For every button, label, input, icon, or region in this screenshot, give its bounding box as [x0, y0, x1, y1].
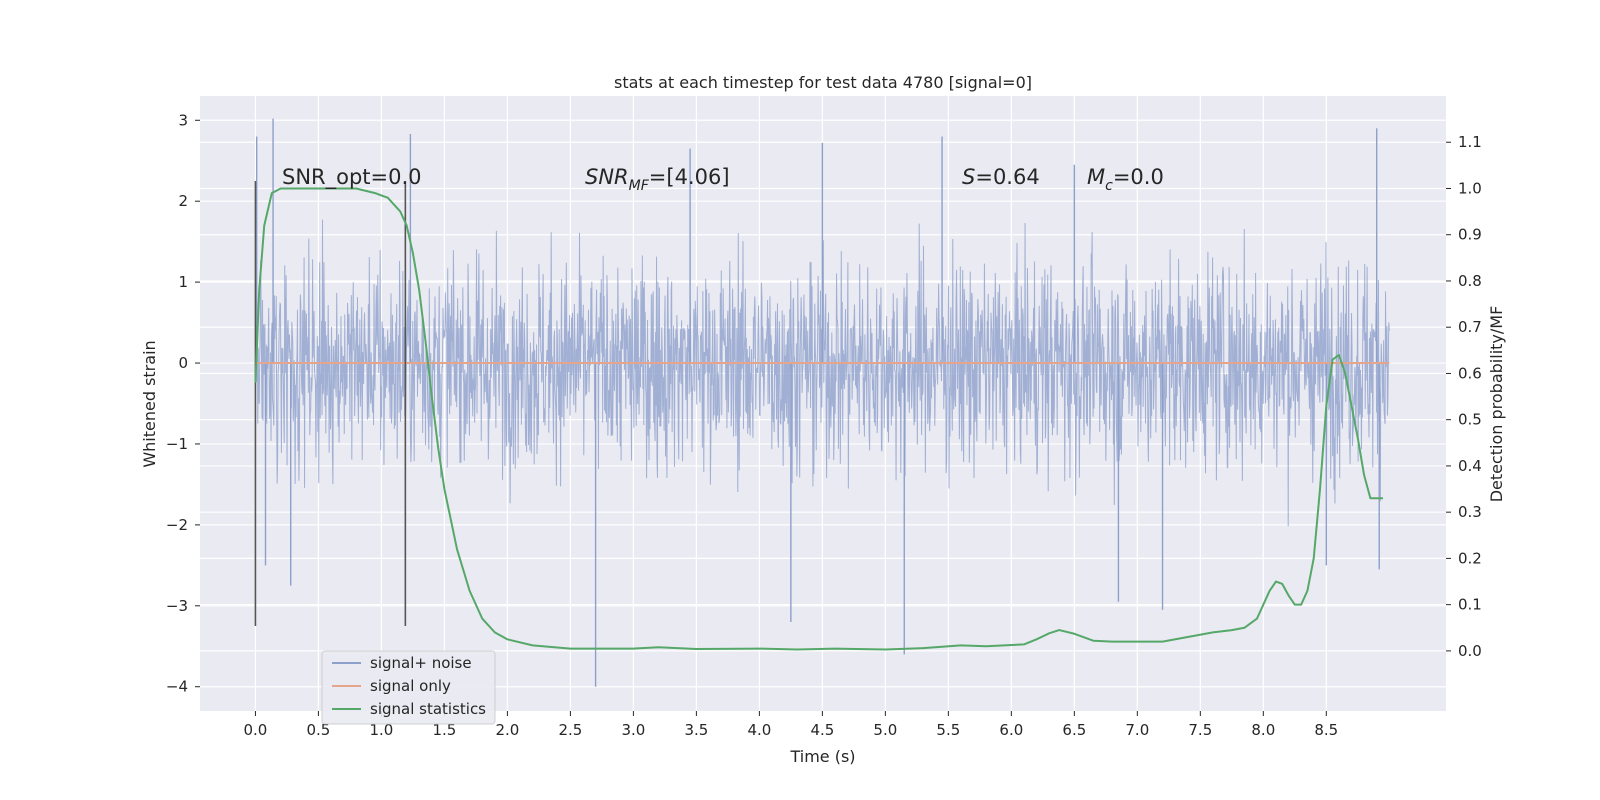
y-left-tick-label: 3 — [178, 111, 188, 129]
x-tick-label: 8.0 — [1251, 721, 1275, 739]
x-tick-label: 5.5 — [936, 721, 960, 739]
vertical-markers — [254, 180, 407, 627]
chart-title: stats at each timestep for test data 478… — [614, 73, 1032, 92]
x-tick-label: 5.0 — [873, 721, 897, 739]
annotation-snr-mf-value: =[4.06] — [649, 165, 730, 189]
y-right-tick-label: 0.0 — [1458, 642, 1482, 660]
y-left-tick-label: −1 — [166, 435, 188, 453]
annotation-snr-mf-base: SNR — [585, 165, 629, 189]
legend-label-signal-only: signal only — [370, 677, 451, 695]
y-right-tick-label: 0.2 — [1458, 549, 1482, 567]
annotation-mc-value: =0.0 — [1113, 165, 1164, 189]
annotation-mc-base: M — [1087, 165, 1105, 189]
y-right-tick-label: 0.6 — [1458, 364, 1482, 382]
legend-label-signal-statistics: signal statistics — [370, 700, 486, 718]
y-right-tick-label: 1.0 — [1458, 179, 1482, 197]
y-right-tick-label: 0.8 — [1458, 272, 1482, 290]
annotation-mc: Mc=0.0 — [1087, 165, 1164, 194]
legend-box — [321, 650, 496, 725]
x-tick-label: 6.0 — [999, 721, 1023, 739]
x-tick-label: 6.5 — [1062, 721, 1086, 739]
series-signal-statistics — [254, 187, 1384, 651]
y-right-tick-label: 0.9 — [1458, 226, 1482, 244]
y-left-tick-label: 0 — [178, 354, 188, 372]
x-tick-label: 3.5 — [684, 721, 708, 739]
annotation-s-value: =0.64 — [975, 165, 1039, 189]
y-left-tick-label: 1 — [178, 273, 188, 291]
y-right-axis-label: Detection probability/MF — [1487, 306, 1506, 503]
x-tick-label: 0.0 — [244, 721, 268, 739]
x-tick-label: 1.0 — [369, 721, 393, 739]
x-tick-label: 8.5 — [1314, 721, 1338, 739]
annotation-mc-sub: c — [1105, 178, 1113, 194]
x-tick-label: 1.5 — [432, 721, 456, 739]
x-tick-label: 7.0 — [1125, 721, 1149, 739]
x-axis-ticks: 0.0 0.5 1.0 1.5 2.0 2.5 3.0 3.5 4.0 4.5 5.0 5.5 6.0 6… — [244, 711, 1338, 739]
x-tick-label: 4.0 — [747, 721, 771, 739]
y-left-tick-label: −4 — [166, 678, 188, 696]
y-left-tick-label: −2 — [166, 516, 188, 534]
legend: signal+ noise signal only signal statist… — [321, 650, 496, 725]
y-right-tick-label: 0.3 — [1458, 503, 1482, 521]
y-right-tick-label: 1.1 — [1458, 133, 1482, 151]
annotation-snr-mf-sub: MF — [629, 178, 650, 194]
y-right-tick-label: 0.1 — [1458, 596, 1482, 614]
y-right-tick-label: 0.5 — [1458, 411, 1482, 429]
x-tick-label: 4.5 — [810, 721, 834, 739]
y-left-axis-label: Whitened strain — [140, 340, 159, 467]
legend-label-signal-plus-noise: signal+ noise — [370, 654, 472, 672]
y-left-axis-ticks: −4 −3 −2 −1 0 1 2 3 — [166, 111, 200, 696]
x-tick-label: 0.5 — [306, 721, 330, 739]
annotation-s: S=0.64 — [962, 165, 1040, 189]
annotation-s-base: S — [962, 165, 975, 189]
x-tick-label: 2.5 — [558, 721, 582, 739]
y-left-tick-label: −3 — [166, 597, 188, 615]
annotation-snr-opt: SNR_opt=0.0 — [282, 165, 422, 190]
y-right-axis-ticks: 0.0 0.1 0.2 0.3 0.4 0.5 0.6 0.7 0.8 0.9 1.0 1.1 — [1446, 133, 1482, 660]
annotations: SNR_opt=0.0 SNRMF=[4.06] S=0.64 Mc=0.0 — [282, 165, 1164, 194]
y-right-tick-label: 0.7 — [1458, 318, 1482, 336]
series-signal-plus-noise — [254, 118, 1390, 687]
x-tick-label: 3.0 — [621, 721, 645, 739]
y-left-tick-label: 2 — [178, 192, 188, 210]
signal-statistics-line — [254, 187, 1384, 651]
x-tick-label: 7.5 — [1188, 721, 1212, 739]
annotation-snr-mf: SNRMF=[4.06] — [585, 165, 730, 194]
y-right-tick-label: 0.4 — [1458, 457, 1482, 475]
x-axis-label: Time (s) — [789, 747, 855, 766]
x-tick-label: 2.0 — [495, 721, 519, 739]
